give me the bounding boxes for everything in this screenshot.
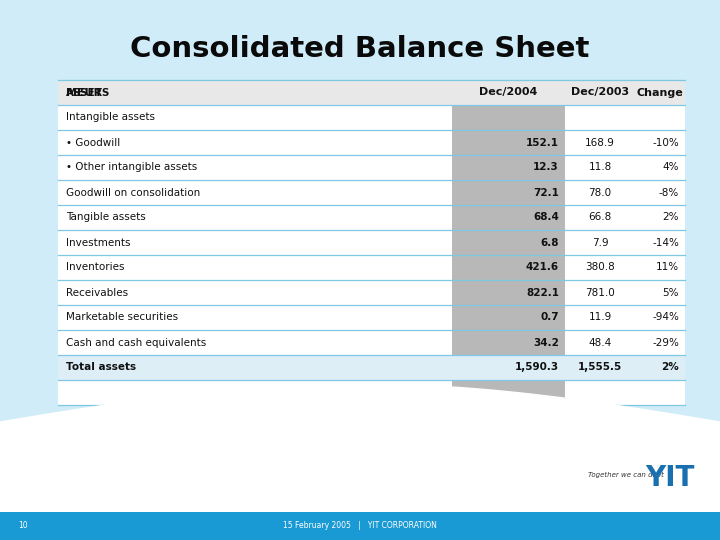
Text: 66.8: 66.8 <box>588 213 611 222</box>
Text: ASSETS: ASSETS <box>66 87 110 98</box>
Text: Total assets: Total assets <box>66 362 136 373</box>
Text: 68.4: 68.4 <box>533 213 559 222</box>
Text: Dec/2003: Dec/2003 <box>571 87 629 98</box>
Text: 11.9: 11.9 <box>588 313 611 322</box>
Bar <box>58 80 685 105</box>
Text: 5%: 5% <box>662 287 679 298</box>
Text: 11%: 11% <box>656 262 679 273</box>
Text: 421.6: 421.6 <box>526 262 559 273</box>
Text: 15 February 2005   |   YIT CORPORATION: 15 February 2005 | YIT CORPORATION <box>283 522 437 530</box>
Text: Tangible assets: Tangible assets <box>66 213 145 222</box>
Text: 7.9: 7.9 <box>592 238 608 247</box>
Bar <box>452 80 565 405</box>
Text: Intangible assets: Intangible assets <box>66 112 155 123</box>
Text: 12.3: 12.3 <box>534 163 559 172</box>
Text: • Goodwill: • Goodwill <box>66 138 120 147</box>
Text: Investments: Investments <box>66 238 130 247</box>
Text: 822.1: 822.1 <box>526 287 559 298</box>
Text: 11.8: 11.8 <box>588 163 611 172</box>
Text: -8%: -8% <box>659 187 679 198</box>
Text: 78.0: 78.0 <box>588 187 611 198</box>
Text: Together we can do it: Together we can do it <box>588 472 664 478</box>
Text: • Other intangible assets: • Other intangible assets <box>66 163 197 172</box>
Text: -29%: -29% <box>652 338 679 348</box>
Text: 1,555.5: 1,555.5 <box>578 362 622 373</box>
Text: 781.0: 781.0 <box>585 287 615 298</box>
Text: 4%: 4% <box>662 163 679 172</box>
Text: 2%: 2% <box>661 362 679 373</box>
Bar <box>58 80 685 405</box>
Text: Change: Change <box>636 87 683 98</box>
Text: 1,590.3: 1,590.3 <box>515 362 559 373</box>
Text: Marketable securities: Marketable securities <box>66 313 178 322</box>
Text: -94%: -94% <box>652 313 679 322</box>
Text: Cash and cash equivalents: Cash and cash equivalents <box>66 338 206 348</box>
Text: 0.7: 0.7 <box>541 313 559 322</box>
Text: 2%: 2% <box>662 213 679 222</box>
Text: 10: 10 <box>18 522 27 530</box>
Text: -14%: -14% <box>652 238 679 247</box>
Bar <box>0 512 720 540</box>
Text: 6.8: 6.8 <box>541 238 559 247</box>
Text: MEUR: MEUR <box>66 87 102 98</box>
Text: Consolidated Balance Sheet: Consolidated Balance Sheet <box>130 35 590 63</box>
Bar <box>58 355 685 380</box>
Text: 48.4: 48.4 <box>588 338 611 348</box>
Text: Dec/2004: Dec/2004 <box>480 87 538 98</box>
Text: 152.1: 152.1 <box>526 138 559 147</box>
Text: YIT: YIT <box>645 464 694 492</box>
Text: Inventories: Inventories <box>66 262 125 273</box>
Text: Goodwill on consolidation: Goodwill on consolidation <box>66 187 200 198</box>
Bar <box>58 80 685 105</box>
Text: -10%: -10% <box>652 138 679 147</box>
Text: 34.2: 34.2 <box>533 338 559 348</box>
Text: 168.9: 168.9 <box>585 138 615 147</box>
Text: 72.1: 72.1 <box>533 187 559 198</box>
Text: Receivables: Receivables <box>66 287 128 298</box>
Text: 380.8: 380.8 <box>585 262 615 273</box>
